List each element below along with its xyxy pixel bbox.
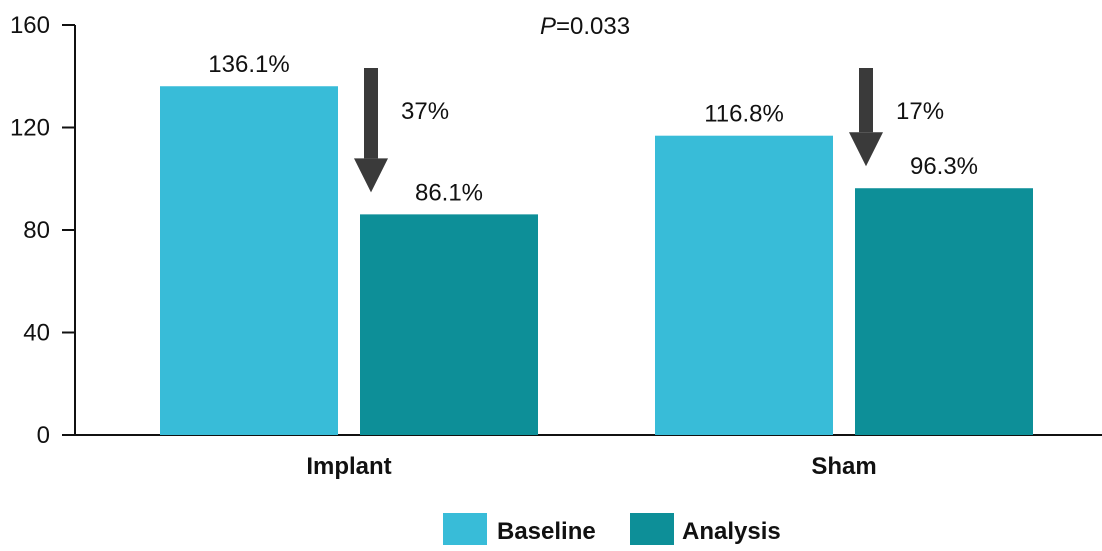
data-label: 116.8% [704, 101, 784, 128]
bar-marks [160, 86, 1033, 436]
p-value-rest: =0.033 [556, 13, 630, 40]
category-label: Implant [306, 453, 391, 480]
reduction-label: 17% [896, 98, 944, 125]
p-value-annotation: P=0.033 [540, 13, 630, 40]
y-axis-ticks: 0 40 80 120 160 [10, 12, 75, 449]
y-tick-label: 40 [23, 320, 50, 347]
p-value-letter: P [540, 13, 556, 40]
legend-swatch-baseline [443, 513, 487, 545]
bar-baseline-sham [655, 135, 833, 435]
y-tick-label: 80 [23, 217, 50, 244]
reduction-arrow-shaft [364, 68, 378, 159]
data-label: 96.3% [910, 153, 978, 180]
legend-label-baseline: Baseline [497, 518, 596, 545]
legend-label-analysis: Analysis [682, 518, 781, 545]
bar-analysis-implant [360, 214, 538, 435]
y-tick-label: 120 [10, 115, 50, 142]
legend-swatch-analysis [630, 513, 674, 545]
category-labels: Implant Sham [306, 453, 876, 480]
data-label: 86.1% [415, 179, 483, 206]
bar-analysis-sham [855, 188, 1033, 435]
reduction-arrow-head [354, 158, 388, 193]
category-label: Sham [811, 453, 876, 480]
reduction-arrow-shaft [859, 68, 873, 133]
y-tick-label: 160 [10, 12, 50, 39]
data-labels: 136.1% 116.8% 86.1% 96.3% [208, 51, 978, 206]
reduction-label: 37% [401, 98, 449, 125]
data-label: 136.1% [208, 51, 289, 78]
bar-baseline-implant [160, 86, 338, 436]
y-tick-label: 0 [37, 422, 50, 449]
reduction-arrows: 37% 17% [354, 68, 944, 193]
reduction-arrow-head [849, 132, 883, 167]
legend: Baseline Analysis [443, 513, 781, 545]
